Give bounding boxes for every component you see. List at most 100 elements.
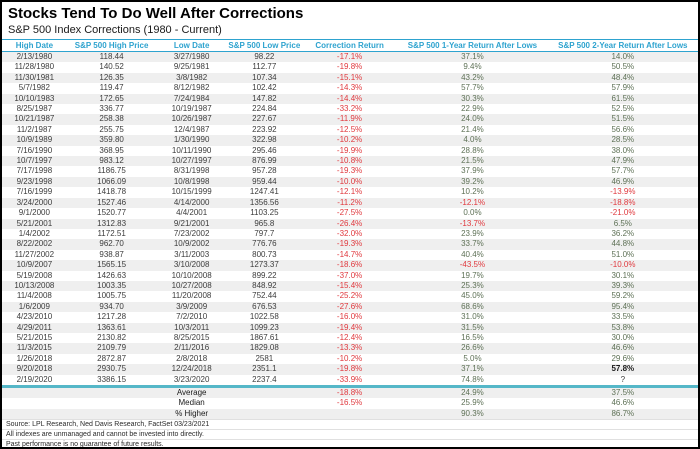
table-cell: 45.0%	[461, 291, 484, 301]
table-cell: 10/9/1989	[16, 135, 53, 145]
table-cell: 983.12	[99, 156, 124, 166]
table-cell: 1247.41	[249, 187, 279, 197]
table-cell: 12/4/1987	[173, 124, 210, 134]
table-cell: 9/25/1981	[173, 62, 210, 72]
table-cell: -19.3%	[336, 166, 363, 176]
table-cell: 10/3/2011	[174, 322, 210, 332]
table-cell: 4.0%	[463, 135, 482, 145]
table-cell: 9.4%	[463, 62, 482, 72]
table-cell: 25.3%	[461, 280, 484, 290]
table-cell: 1426.63	[97, 270, 127, 280]
table-cell: 57.7%	[611, 166, 635, 176]
table-row: 1/26/2018 2872.87 2/8/2018 2581 -10.2% 5.0% 29…	[2, 354, 698, 364]
table-row: 7/16/1990 368.95 10/11/1990 295.46 -19.9% 28.…	[2, 146, 698, 156]
table-cell: 10/19/1987	[171, 104, 212, 114]
table-cell: 2872.87	[97, 353, 127, 363]
table-row: 9/23/1998 1066.09 10/8/1998 959.44 -10.0% 39.…	[2, 176, 698, 188]
table-cell: 1527.46	[97, 197, 127, 207]
table-row: 10/21/1987 258.38 10/26/1987 227.67 -11.9% 24…	[2, 114, 698, 125]
table-cell	[2, 409, 67, 419]
table-cell: 39.2%	[461, 176, 484, 186]
table-row: 9/20/2018 2930.75 12/24/2018 2351.1 -19.8% 37…	[2, 364, 698, 375]
table-cell: 962.70	[99, 239, 124, 249]
table-row: 11/3/2015 2109.79 2/11/2016 1829.08 -13.3% 26…	[2, 343, 698, 354]
table-row: 8/25/1987 336.77 10/19/1987 224.84 -33.2% 22.…	[2, 104, 698, 114]
summary-row: Average -18.8% 24.9% 37.5%	[2, 388, 698, 399]
table-cell: 5/19/2008	[16, 270, 53, 280]
table-cell: 11/30/1981	[14, 72, 55, 82]
table-cell: 7/23/2002	[173, 228, 210, 238]
table-cell: 5/7/1982	[18, 83, 50, 93]
table-cell: -33.9%	[336, 374, 363, 384]
table-cell: 10/10/2008	[171, 270, 212, 280]
column-header: S&P 500 High Price	[66, 39, 157, 52]
table-row: 10/9/2007 1565.15 3/10/2008 1273.37 -18.6% -4…	[2, 260, 698, 271]
table-cell: 876.99	[252, 156, 277, 166]
table-cell: 37.1%	[461, 52, 484, 61]
table-row: 4/23/2010 1217.28 7/2/2010 1022.58 -16.0% 31.…	[2, 312, 698, 322]
table-cell	[67, 409, 157, 419]
table-row: 10/10/1983 172.65 7/24/1984 147.82 -14.4% 30.…	[2, 93, 698, 105]
table-cell: 1/4/2002	[18, 228, 50, 238]
column-header: Correction Return	[301, 39, 398, 52]
table-cell: 10/26/1987	[171, 114, 212, 124]
table-cell: -10.2%	[336, 353, 363, 363]
table-cell: 38.0%	[611, 145, 635, 155]
table-cell: 3/27/1980	[173, 52, 210, 61]
table-cell: 8/25/1987	[16, 104, 53, 114]
table-cell: 959.44	[252, 176, 277, 186]
table-cell	[2, 388, 67, 398]
table-cell: 8/25/2015	[173, 332, 210, 342]
table-cell: -27.6%	[336, 301, 363, 311]
table-cell: 1217.28	[97, 312, 127, 322]
table-cell: -13.3%	[336, 343, 363, 353]
table-cell: -19.8%	[336, 364, 363, 374]
table-cell: 1103.25	[250, 208, 279, 218]
table-cell: 28.5%	[611, 135, 635, 145]
table-cell: 957.28	[252, 166, 277, 176]
table-cell: -32.0%	[336, 228, 363, 238]
table-cell: 118.44	[99, 52, 124, 61]
table-cell: -15.1%	[336, 72, 363, 82]
table-cell: 51.0%	[611, 249, 635, 259]
table-cell: 1356.56	[249, 197, 279, 207]
summary-label: Average	[176, 388, 207, 397]
table-cell: 752.44	[252, 291, 277, 301]
table-row: 10/13/2008 1003.35 10/27/2008 848.92 -15.4% 2…	[2, 280, 698, 292]
table-cell: 51.5%	[611, 114, 635, 124]
table-cell: 140.52	[99, 62, 124, 72]
page-title: Stocks Tend To Do Well After Corrections	[8, 5, 304, 22]
table-cell: -14.3%	[336, 83, 363, 93]
table-cell: 3/8/1982	[176, 72, 208, 82]
table-cell: 938.87	[99, 249, 124, 259]
table-row: 3/24/2000 1527.46 4/14/2000 1356.56 -11.2% -1…	[2, 197, 698, 209]
table-cell: 28.8%	[461, 145, 484, 155]
table-cell: -16.5%	[336, 398, 363, 408]
table-cell: -21.0%	[610, 208, 636, 218]
table-cell: 322.98	[252, 135, 277, 145]
footnotes: Source: LPL Research, Ned Davis Research…	[2, 419, 698, 447]
table-cell: 10/8/1998	[173, 176, 210, 186]
table-cell: 10.2%	[461, 187, 484, 197]
table-cell: 2351.1	[252, 364, 277, 374]
table-cell: 9/20/2018	[16, 364, 53, 374]
table-cell: 1418.78	[97, 187, 127, 197]
table-cell: 1867.61	[249, 332, 279, 342]
table-cell: 46.6%	[611, 398, 635, 408]
table-cell: 899.22	[252, 270, 277, 280]
table-cell: 29.6%	[611, 353, 635, 363]
table-cell: -13.7%	[459, 218, 486, 228]
table-cell: 11/20/2008	[171, 291, 212, 301]
table-cell: -37.0%	[336, 270, 363, 280]
table-cell: 1/30/1990	[173, 135, 210, 145]
table-row: 2/19/2020 3386.15 3/23/2020 2237.4 -33.9% 74.…	[2, 375, 698, 385]
table-cell: 30.0%	[611, 332, 635, 342]
table-cell: 7/17/1998	[16, 166, 53, 176]
table-row: 7/17/1998 1186.75 8/31/1998 957.28 -19.3% 37.…	[2, 166, 698, 176]
table-cell: 11/3/2015	[16, 343, 52, 353]
summary-row: Median -16.5% 25.9% 46.6%	[2, 398, 698, 408]
table-cell: 1565.15	[97, 260, 127, 270]
table-cell: 3/23/2020	[173, 374, 210, 384]
table-cell: 1005.75	[97, 291, 127, 301]
summary-label: % Higher	[175, 408, 209, 418]
